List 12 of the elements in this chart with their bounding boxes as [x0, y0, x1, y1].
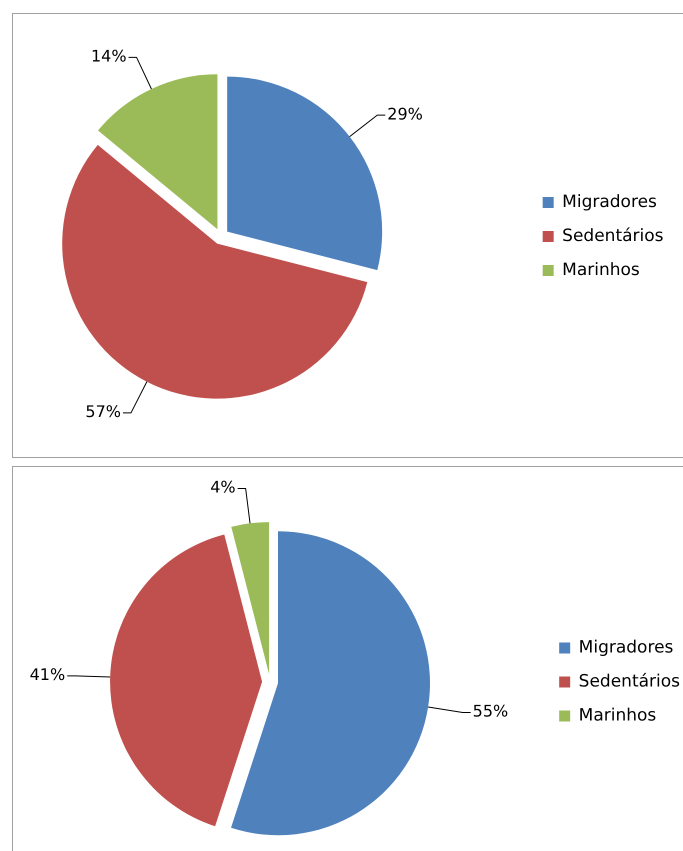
legend-label: Migradores [562, 192, 658, 212]
data-label: 57% [85, 402, 121, 422]
data-label: 41% [30, 665, 66, 684]
data-label: 55% [472, 702, 508, 721]
data-label: 4% [210, 478, 236, 497]
legend-label: Sedentários [578, 671, 680, 692]
data-label: 14% [90, 46, 127, 66]
data-label: 29% [387, 104, 423, 124]
legend-label: Sedentários [562, 226, 664, 246]
legend-label: Migradores [578, 637, 674, 658]
legend-label: Marinhos [578, 705, 656, 726]
legend-label: Marinhos [562, 260, 640, 280]
